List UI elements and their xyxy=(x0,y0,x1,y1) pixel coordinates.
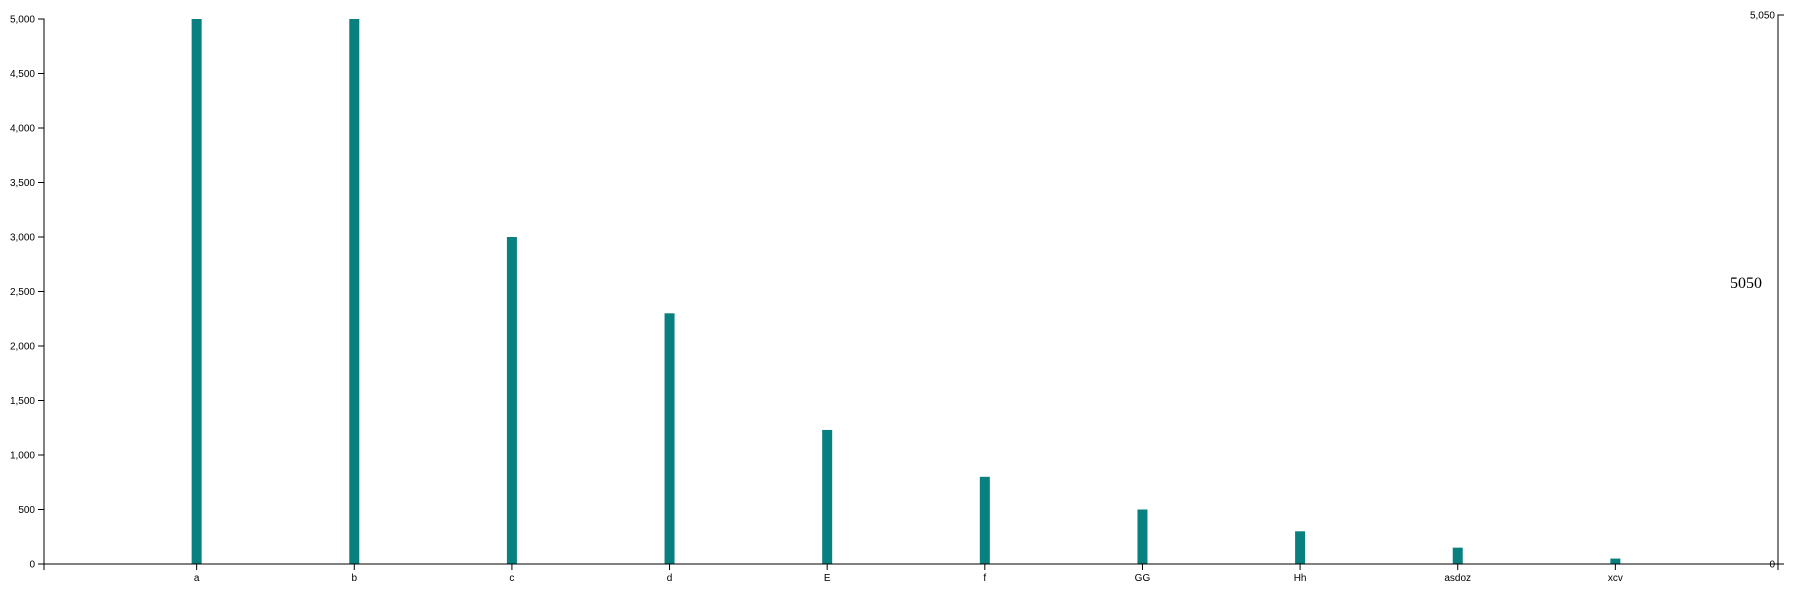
left-tick-label: 3,500 xyxy=(10,178,35,189)
x-tick-label: d xyxy=(667,573,673,584)
x-tick-label: xcv xyxy=(1608,573,1623,584)
bar-d xyxy=(664,313,675,564)
left-tick-label: 2,500 xyxy=(10,287,35,298)
x-tick-label: GG xyxy=(1135,573,1151,584)
left-tick-label: 500 xyxy=(18,505,35,516)
x-tick-label: f xyxy=(983,573,986,584)
bars-group xyxy=(191,19,1621,564)
bar-asdoz xyxy=(1452,547,1463,564)
x-tick-label: b xyxy=(351,573,357,584)
left-tick-label: 5,000 xyxy=(10,15,35,26)
bar-b xyxy=(349,19,360,564)
bar-xcv xyxy=(1610,558,1621,564)
x-tick-label: c xyxy=(509,573,514,584)
x-tick-label: E xyxy=(824,573,831,584)
right-axis-line xyxy=(1777,14,1784,565)
x-tick-label: asdoz xyxy=(1444,573,1471,584)
bar-E xyxy=(822,429,833,564)
bar-f xyxy=(979,476,990,564)
right-tick-label: 0 xyxy=(1769,560,1775,571)
bar-Hh xyxy=(1295,531,1306,564)
right-axis-value-label: 5050 xyxy=(1730,275,1762,292)
left-tick-label: 1,500 xyxy=(10,396,35,407)
x-axis-line xyxy=(43,563,1779,570)
bar-c xyxy=(506,237,517,564)
left-tick-label: 3,000 xyxy=(10,233,35,244)
x-tick-label: a xyxy=(194,573,200,584)
left-y-axis: 0 500 1,000 1,500 2,000 2,500 3,000 3,500 4,000 4… xyxy=(10,15,45,571)
left-tick-label: 4,000 xyxy=(10,124,35,135)
x-tick-label: Hh xyxy=(1294,573,1307,584)
left-tick-label: 2,000 xyxy=(10,342,35,353)
bar-a xyxy=(191,19,202,564)
right-y-axis: 0 5,050 xyxy=(1750,11,1784,571)
left-tick-label: 4,500 xyxy=(10,69,35,80)
left-tick-label: 0 xyxy=(29,560,35,571)
right-tick-label: 5,050 xyxy=(1750,11,1775,22)
bar-GG xyxy=(1137,509,1148,564)
left-tick-label: 1,000 xyxy=(10,451,35,462)
